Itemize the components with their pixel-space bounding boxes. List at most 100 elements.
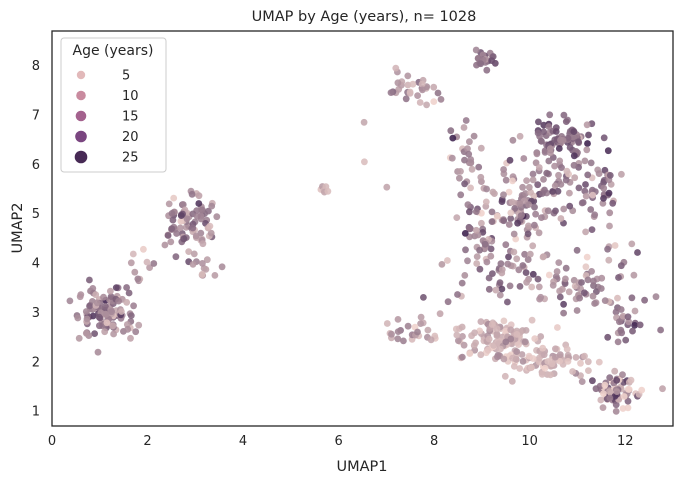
data-point <box>394 316 402 323</box>
data-point <box>471 329 478 337</box>
data-point <box>620 393 628 400</box>
data-point <box>547 371 554 379</box>
data-point <box>628 240 636 248</box>
data-point <box>472 46 480 54</box>
data-point <box>189 224 197 232</box>
data-point <box>183 215 191 223</box>
data-point <box>409 80 417 88</box>
data-point <box>526 250 534 258</box>
data-point <box>506 282 514 290</box>
data-point <box>467 184 474 192</box>
data-point <box>143 258 151 266</box>
y-tick-label: 7 <box>32 108 40 123</box>
data-point <box>516 132 524 140</box>
data-point <box>617 262 625 270</box>
data-point <box>600 184 608 192</box>
data-point <box>628 294 636 302</box>
data-point <box>507 215 515 222</box>
data-point <box>521 250 528 258</box>
data-point <box>466 138 473 146</box>
data-point <box>460 341 468 349</box>
data-point <box>511 205 519 212</box>
x-axis-ticks: 0 2 4 6 8 10 12 <box>48 434 634 449</box>
x-axis-label: UMAP1 <box>336 459 387 475</box>
data-point <box>434 89 442 97</box>
data-point <box>581 352 588 360</box>
data-point <box>468 165 476 173</box>
data-point <box>525 183 533 191</box>
data-point <box>584 276 592 284</box>
data-point <box>125 289 133 297</box>
data-point <box>102 303 109 310</box>
data-point <box>597 396 605 404</box>
data-point <box>170 194 178 202</box>
data-point <box>487 252 495 260</box>
data-point <box>457 168 464 175</box>
data-point <box>522 269 530 276</box>
data-point <box>540 253 547 260</box>
data-point <box>570 128 578 136</box>
data-point <box>556 287 563 295</box>
data-point <box>66 297 74 305</box>
y-tick-label: 8 <box>32 59 40 74</box>
data-point <box>444 257 451 264</box>
data-point <box>652 293 660 301</box>
data-point <box>482 198 490 206</box>
data-point <box>546 111 554 119</box>
data-point <box>613 388 621 395</box>
data-point <box>595 170 603 178</box>
data-point <box>513 348 521 355</box>
data-point <box>458 323 466 331</box>
data-point <box>627 376 635 384</box>
data-point <box>383 183 391 191</box>
legend-marker <box>76 90 86 101</box>
data-point <box>604 245 611 253</box>
data-point <box>168 210 176 217</box>
data-point <box>521 338 529 346</box>
data-point <box>555 145 563 152</box>
data-point <box>456 174 463 182</box>
data-point <box>195 200 203 207</box>
data-point <box>529 176 537 184</box>
data-point <box>569 133 577 141</box>
data-point <box>512 356 520 363</box>
data-point <box>516 283 524 290</box>
data-point <box>538 214 545 222</box>
data-point <box>497 345 504 353</box>
data-point <box>569 368 576 375</box>
data-point <box>161 241 169 249</box>
data-point <box>86 302 93 310</box>
plot-frame <box>51 30 674 427</box>
data-point <box>549 188 556 195</box>
data-point <box>522 190 529 197</box>
data-point <box>477 173 485 181</box>
data-point <box>543 169 551 177</box>
data-point <box>612 401 620 409</box>
data-point <box>625 386 633 393</box>
data-point <box>600 134 608 142</box>
data-point <box>458 279 466 287</box>
data-point <box>447 127 455 135</box>
data-point <box>510 230 518 238</box>
data-point <box>494 212 501 220</box>
data-point <box>404 322 412 330</box>
data-point <box>570 152 578 160</box>
data-point <box>636 321 644 329</box>
data-point <box>617 306 625 313</box>
data-point <box>612 308 620 316</box>
data-point <box>173 230 181 237</box>
data-point <box>546 145 554 153</box>
data-point <box>484 346 492 354</box>
data-point <box>582 263 590 271</box>
data-point <box>535 229 543 237</box>
data-point <box>211 272 219 279</box>
data-point <box>566 144 574 151</box>
data-point <box>601 381 609 389</box>
data-point <box>203 256 211 264</box>
data-point <box>95 313 103 321</box>
data-point <box>538 370 546 378</box>
data-point <box>193 212 201 220</box>
x-tick-label: 6 <box>334 434 342 449</box>
y-axis-ticks: 1 2 3 4 5 6 7 8 <box>32 59 40 420</box>
